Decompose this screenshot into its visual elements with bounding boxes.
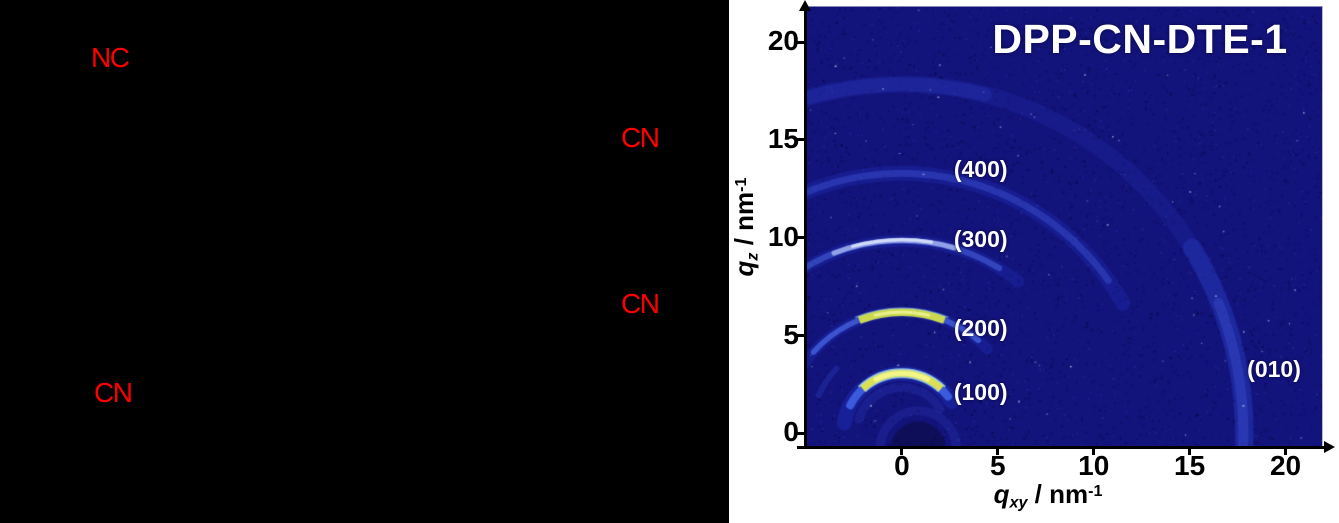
x-axis-tick-label: 20 [1269, 450, 1302, 481]
reflection-label: (200) [953, 314, 1008, 341]
reflection-label: (100) [953, 379, 1008, 406]
x-axis-subscript: xy [1009, 493, 1028, 512]
y-axis-tick-label: 10 [767, 220, 799, 252]
nitrile-group-label: CN [621, 288, 660, 319]
y-axis-tick [796, 334, 805, 337]
giwaxs-detector-image [805, 6, 1322, 446]
y-axis-tick [796, 40, 805, 44]
reflection-label: (400) [953, 156, 1008, 183]
x-axis-arrow-icon [1324, 441, 1335, 453]
reflection-label: (010) [1247, 356, 1301, 383]
x-axis-symbol: q [993, 479, 1010, 509]
y-axis-line [803, 9, 807, 448]
nitrile-group-label: NC [91, 42, 130, 73]
y-axis-tick-label: 5 [783, 318, 799, 350]
y-axis-tick-label: 0 [783, 416, 799, 448]
x-axis-unit: / nm [1027, 479, 1089, 509]
reflection-label: (300) [953, 226, 1008, 253]
y-axis-subscript: z [743, 252, 762, 261]
y-axis-tick [796, 431, 805, 435]
y-axis-tick [796, 138, 805, 142]
y-axis-tick-label: 20 [767, 25, 799, 57]
x-axis-tick [900, 447, 904, 455]
x-axis-title: qxy / nm-1 [928, 479, 1168, 513]
x-axis-line [797, 445, 1325, 449]
x-axis-tick-label: 15 [1174, 450, 1206, 481]
x-axis-tick-label: 0 [894, 450, 910, 481]
x-axis-tick [996, 447, 1000, 455]
y-axis-arrow-icon [799, 0, 811, 11]
x-axis-tick [1284, 447, 1288, 455]
nitrile-group-label: CN [621, 122, 660, 153]
sample-title: DPP-CN-DTE-1 [992, 16, 1288, 62]
x-axis-tick [1092, 447, 1096, 455]
y-axis-exponent: -1 [731, 177, 750, 192]
x-axis-tick-label: 10 [1078, 450, 1110, 481]
molecular-structure-panel [0, 0, 729, 523]
x-axis-tick [1188, 447, 1192, 455]
y-axis-symbol: q [729, 260, 759, 277]
x-axis-tick-label: 5 [989, 450, 1006, 481]
y-axis-tick [796, 236, 805, 240]
y-axis-tick-label: 15 [767, 122, 799, 154]
nitrile-group-label: CN [94, 377, 133, 408]
x-axis-exponent: -1 [1088, 481, 1103, 500]
